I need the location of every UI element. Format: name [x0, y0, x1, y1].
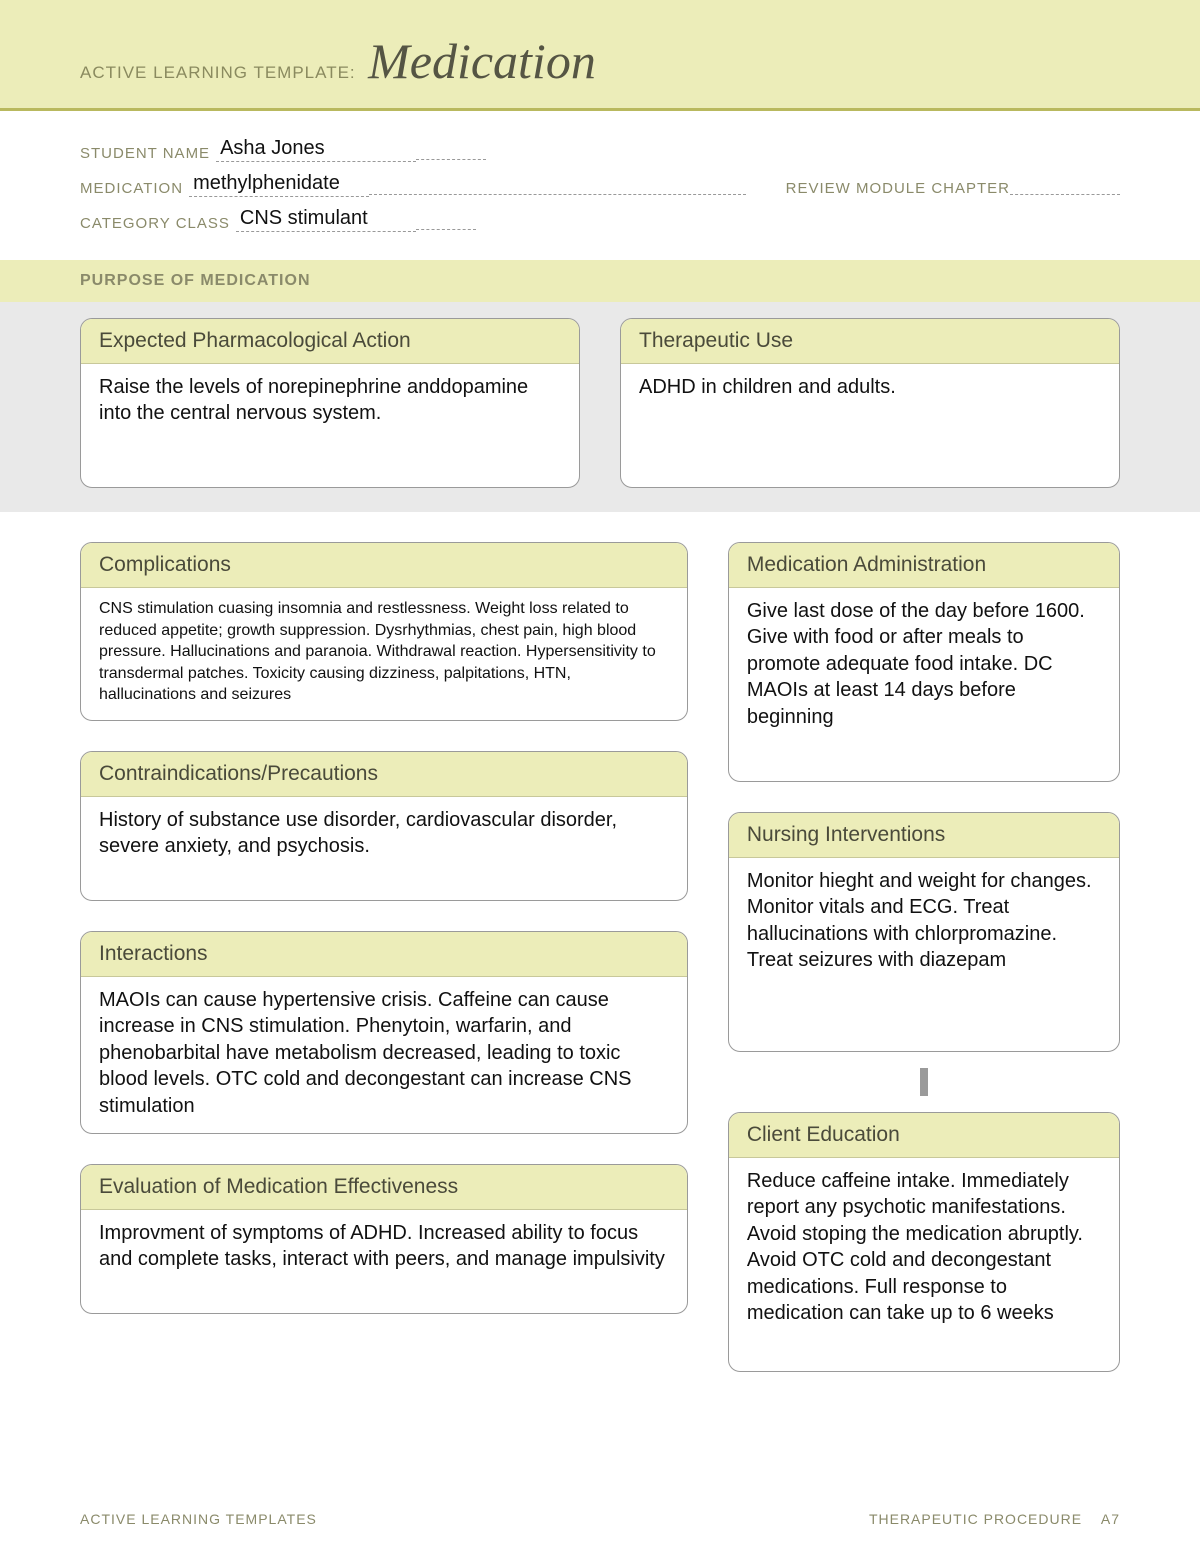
- student-name-label: STUDENT NAME: [80, 145, 210, 162]
- evaluation-title: Evaluation of Medication Effectiveness: [81, 1165, 687, 1210]
- category-value: CNS stimulant: [236, 207, 416, 232]
- therapeutic-use-body: ADHD in children and adults.: [621, 364, 1119, 414]
- footer-page: A7: [1101, 1511, 1120, 1527]
- purpose-section: PURPOSE OF MEDICATION Expected Pharmacol…: [0, 260, 1200, 512]
- student-name-value: Asha Jones: [216, 137, 416, 162]
- footer-right-text: THERAPEUTIC PROCEDURE: [869, 1511, 1082, 1527]
- category-label: CATEGORY CLASS: [80, 215, 230, 232]
- pharm-action-body: Raise the levels of norepinephrine anddo…: [81, 364, 579, 441]
- blank-line: [416, 159, 486, 160]
- left-column: Complications CNS stimulation cuasing in…: [80, 542, 688, 1372]
- contraindications-box: Contraindications/Precautions History of…: [80, 751, 688, 901]
- pharm-action-title: Expected Pharmacological Action: [81, 319, 579, 364]
- administration-title: Medication Administration: [729, 543, 1119, 588]
- lower-grid: Complications CNS stimulation cuasing in…: [0, 512, 1200, 1372]
- complications-title: Complications: [81, 543, 687, 588]
- medication-label: MEDICATION: [80, 180, 183, 197]
- footer-left: ACTIVE LEARNING TEMPLATES: [80, 1511, 317, 1527]
- complications-body: CNS stimulation cuasing insomnia and res…: [81, 588, 687, 720]
- review-value: [1010, 194, 1120, 195]
- education-title: Client Education: [729, 1113, 1119, 1158]
- administration-body: Give last dose of the day before 1600. G…: [729, 588, 1119, 744]
- nursing-title: Nursing Interventions: [729, 813, 1119, 858]
- contraindications-title: Contraindications/Precautions: [81, 752, 687, 797]
- nursing-box: Nursing Interventions Monitor hieght and…: [728, 812, 1120, 1052]
- interactions-title: Interactions: [81, 932, 687, 977]
- administration-box: Medication Administration Give last dose…: [728, 542, 1120, 782]
- right-column: Medication Administration Give last dose…: [728, 542, 1120, 1372]
- medication-value: methylphenidate: [189, 172, 369, 197]
- pharm-action-box: Expected Pharmacological Action Raise th…: [80, 318, 580, 488]
- therapeutic-use-box: Therapeutic Use ADHD in children and adu…: [620, 318, 1120, 488]
- interactions-box: Interactions MAOIs can cause hypertensiv…: [80, 931, 688, 1134]
- education-body: Reduce caffeine intake. Immediately repo…: [729, 1158, 1119, 1340]
- footer: ACTIVE LEARNING TEMPLATES THERAPEUTIC PR…: [80, 1511, 1120, 1527]
- nursing-body: Monitor hieght and weight for changes. M…: [729, 858, 1119, 988]
- page: ACTIVE LEARNING TEMPLATE: Medication STU…: [0, 0, 1200, 1553]
- purpose-title: PURPOSE OF MEDICATION: [0, 260, 1200, 302]
- template-title: Medication: [368, 32, 596, 90]
- complications-box: Complications CNS stimulation cuasing in…: [80, 542, 688, 721]
- evaluation-box: Evaluation of Medication Effectiveness I…: [80, 1164, 688, 1314]
- contraindications-body: History of substance use disorder, cardi…: [81, 797, 687, 874]
- footer-right: THERAPEUTIC PROCEDURE A7: [869, 1511, 1120, 1527]
- education-box: Client Education Reduce caffeine intake.…: [728, 1112, 1120, 1372]
- connector-line: [920, 1068, 928, 1096]
- student-info: STUDENT NAME Asha Jones MEDICATION methy…: [0, 111, 1200, 260]
- header-banner: ACTIVE LEARNING TEMPLATE: Medication: [0, 0, 1200, 111]
- evaluation-body: Improvment of symptoms of ADHD. Increase…: [81, 1210, 687, 1287]
- therapeutic-use-title: Therapeutic Use: [621, 319, 1119, 364]
- interactions-body: MAOIs can cause hypertensive crisis. Caf…: [81, 977, 687, 1133]
- blank-line: [369, 194, 746, 195]
- review-label: REVIEW MODULE CHAPTER: [786, 180, 1010, 197]
- template-label: ACTIVE LEARNING TEMPLATE:: [80, 63, 356, 83]
- blank-line: [416, 229, 476, 230]
